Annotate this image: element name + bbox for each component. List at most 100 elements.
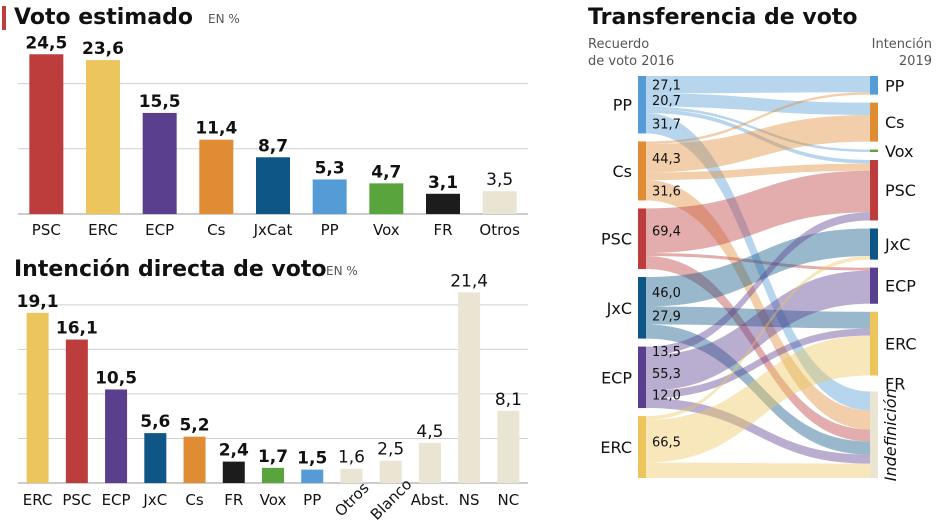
flow-jxc-to-jxc bbox=[646, 228, 870, 307]
left-header-line-1: Recuerdo bbox=[588, 37, 649, 52]
category-label-vox: Vox bbox=[373, 221, 400, 239]
value-label-psc: 24,5 bbox=[25, 33, 67, 53]
source-label-jxc: JxC bbox=[606, 299, 632, 318]
category-label-cs: Cs bbox=[185, 491, 203, 509]
flow-jxc-to-indefinici-n bbox=[646, 324, 870, 455]
category-label-psc: PSC bbox=[62, 491, 91, 509]
value-label-erc: 19,1 bbox=[17, 292, 59, 312]
value-label-fr: 2,4 bbox=[219, 441, 249, 461]
target-node-erc bbox=[870, 311, 878, 376]
value-label-vox: 1,7 bbox=[258, 447, 288, 467]
category-label-fr: FR bbox=[224, 491, 243, 509]
source-label-psc: PSC bbox=[601, 230, 632, 249]
flow-label-jxc-to-erc: 27,9 bbox=[652, 309, 681, 324]
target-node-vox bbox=[870, 149, 878, 152]
category-label-ecp: ECP bbox=[102, 491, 131, 509]
category-label-jxc: JxC bbox=[142, 491, 167, 509]
value-label-ecp: 10,5 bbox=[95, 368, 137, 388]
bars bbox=[29, 54, 517, 215]
flow-ecp-to-erc bbox=[646, 328, 870, 399]
category-label-pp: PP bbox=[303, 491, 321, 509]
bar-blanco bbox=[379, 460, 402, 483]
flow-label-cs-to-indefinici-n: 31,6 bbox=[652, 184, 681, 199]
value-label-blanco: 2,5 bbox=[377, 440, 404, 460]
value-label-fr: 3,1 bbox=[428, 173, 458, 193]
target-label-vox: Vox bbox=[885, 142, 913, 161]
flow-jxc-to-erc bbox=[646, 306, 870, 329]
bar-ecp bbox=[142, 112, 177, 214]
bar-otros bbox=[340, 468, 363, 483]
value-label-erc: 23,6 bbox=[82, 39, 124, 59]
value-label-psc: 16,1 bbox=[56, 319, 98, 339]
source-node-pp bbox=[638, 76, 646, 134]
category-label-cs: Cs bbox=[207, 221, 225, 239]
source-node-erc bbox=[638, 416, 646, 478]
source-label-cs: Cs bbox=[612, 162, 632, 181]
category-label-ecp: ECP bbox=[145, 221, 174, 239]
chart-title: Intención directa de voto bbox=[14, 257, 327, 282]
unit-label: EN % bbox=[326, 264, 358, 278]
flow-ecp-to-psc bbox=[646, 212, 870, 356]
flow-label-jxc-to-jxc: 46,0 bbox=[652, 286, 681, 301]
source-node-jxc bbox=[638, 277, 646, 339]
value-label-otros: 3,5 bbox=[486, 170, 513, 190]
category-label-otros: Otros bbox=[331, 479, 373, 521]
value-labels: 24,5 23,6 15,5 11,4 8,7 5,3 4,7 3,1 3,5 bbox=[25, 33, 513, 193]
flow-label-cs-to-cs: 44,3 bbox=[652, 152, 681, 167]
flow-pp-to-pp bbox=[646, 76, 870, 94]
flow-label-ecp-to-ecp: 55,3 bbox=[652, 367, 681, 382]
bar-erc bbox=[26, 312, 49, 483]
flow-pp-to-vox bbox=[646, 106, 870, 152]
intencion-directa-chart: Intención directa de voto EN % 19,1 16,1 1… bbox=[14, 257, 528, 524]
transferencia-voto-sankey: Transferencia de voto Recuerdo de voto 2… bbox=[588, 5, 932, 481]
chart-title: Transferencia de voto bbox=[588, 5, 857, 30]
bar-erc bbox=[86, 60, 120, 215]
left-header-line-2: de voto 2016 bbox=[588, 54, 674, 69]
source-node-psc bbox=[638, 208, 646, 270]
flow-label-erc-to-erc: 66,5 bbox=[652, 435, 681, 450]
bar-ns bbox=[458, 292, 481, 483]
target-node-ecp bbox=[870, 267, 878, 304]
value-label-ns: 21,4 bbox=[450, 271, 488, 291]
right-header-line-1: Intención bbox=[872, 37, 932, 52]
source-label-pp: PP bbox=[613, 96, 633, 115]
bar-otros bbox=[482, 191, 517, 214]
bar-pp bbox=[312, 179, 347, 214]
value-label-abst: 4,5 bbox=[416, 422, 443, 442]
target-label-indefinici-n: Indefinición bbox=[881, 388, 900, 481]
target-label-cs: Cs bbox=[885, 113, 905, 132]
category-label-fr: FR bbox=[433, 221, 452, 239]
category-label-abst: Abst. bbox=[411, 491, 449, 509]
bars bbox=[26, 292, 520, 483]
flow-erc-to-jxc bbox=[646, 256, 870, 420]
flow-pp-to-cs bbox=[646, 93, 870, 116]
target-label-pp: PP bbox=[885, 76, 905, 95]
flow-cs-to-psc bbox=[646, 163, 870, 181]
category-label-erc: ERC bbox=[23, 491, 53, 509]
value-label-cs: 11,4 bbox=[195, 119, 237, 139]
flow-label-pp-to-cs: 20,7 bbox=[652, 94, 681, 109]
flow-pp-to-psc bbox=[646, 109, 870, 164]
node-labels: PP Cs PSC JxC ECP ERC PP Cs Vox PSC JxC ECP ERC FRInd… bbox=[600, 76, 916, 481]
category-label-nc: NC bbox=[498, 491, 520, 509]
value-label-otros: 1,6 bbox=[338, 448, 365, 468]
flow-erc-to-indefinici-n bbox=[646, 462, 870, 478]
chart-title: Voto estimado bbox=[14, 5, 193, 30]
bar-fr bbox=[222, 461, 245, 483]
voto-estimado-chart: Voto estimado EN % 24,5 23,6 15,5 11,4 8,7 5,… bbox=[2, 5, 528, 239]
flow-label-psc-to-psc: 69,4 bbox=[652, 225, 681, 240]
value-label-vox: 4,7 bbox=[371, 162, 401, 182]
bar-cs bbox=[183, 436, 206, 483]
target-node-cs bbox=[870, 102, 878, 142]
bar-cs bbox=[199, 139, 234, 214]
bar-ecp bbox=[105, 389, 128, 483]
bar-jxcat bbox=[256, 157, 290, 214]
flow-erc-to-erc bbox=[646, 335, 870, 463]
title-accent-bar bbox=[2, 6, 6, 30]
source-node-ecp bbox=[638, 346, 646, 409]
category-label-jxcat: JxCat bbox=[253, 221, 293, 239]
target-node-indefinici-n bbox=[870, 391, 878, 478]
flow-cs-to-pp bbox=[646, 92, 870, 145]
flow-psc-to-indefinici-n bbox=[646, 256, 870, 442]
